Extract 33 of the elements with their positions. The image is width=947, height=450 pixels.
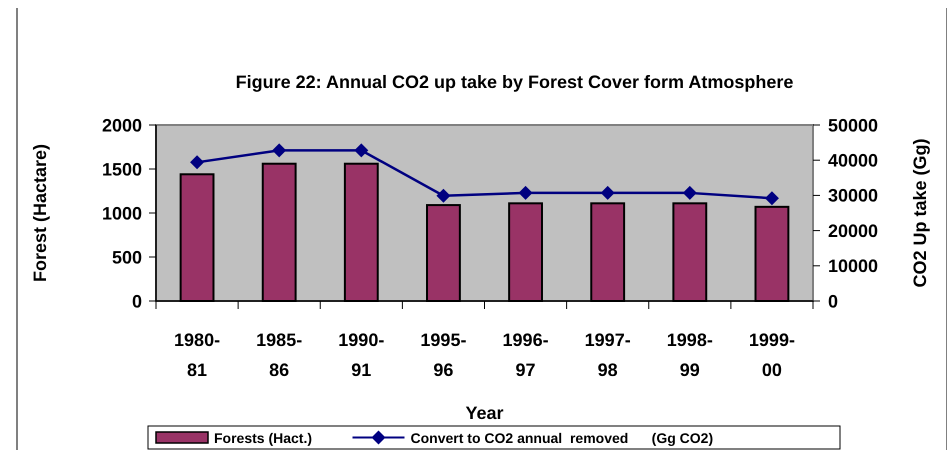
x-tick-label: 1998-99 [666, 330, 713, 380]
y-tick-label: 2000 [102, 115, 142, 136]
x-tick-label: 1985-86 [256, 330, 302, 380]
x-axis-title: Year [465, 403, 504, 423]
point [764, 191, 779, 206]
x-tick-label: 1997-98 [584, 330, 631, 380]
y2-axis-title: CO2 Up take (Gg) [910, 138, 930, 288]
point [354, 143, 368, 158]
point [682, 186, 697, 200]
legend-label: Forests (Hact.) [214, 430, 312, 446]
point [436, 188, 450, 203]
y2-tick-label: 40000 [828, 150, 878, 170]
x-tick-label: 1990-91 [338, 330, 384, 380]
y2-tick-label: 50000 [828, 115, 878, 136]
chart-title: Figure 22: Annual CO2 up take by Forest Cover form Atmosphere [236, 72, 794, 92]
y2-tick-label: 0 [828, 291, 838, 312]
y2-tick-label: 20000 [828, 220, 878, 241]
point [518, 186, 533, 200]
point [600, 186, 615, 200]
y-axis-title: Forest (Hactare) [30, 144, 50, 282]
x-tick-label: 1980-81 [174, 330, 220, 380]
y-tick-label: 0 [132, 291, 142, 312]
y-tick-label: 1000 [102, 203, 142, 224]
x-tick-label: 1995-96 [420, 330, 466, 380]
x-tick-label: 1999-00 [748, 330, 795, 380]
legend-label: Convert to CO2 annual removed (Gg CO2) [410, 430, 714, 446]
point [272, 143, 286, 158]
y2-tick-label: 30000 [828, 186, 878, 206]
y2-tick-label: 10000 [828, 256, 878, 276]
y-tick-label: 500 [112, 247, 142, 268]
y-tick-label: 1500 [102, 159, 142, 180]
x-tick-label: 1996-97 [502, 330, 549, 380]
point [190, 155, 204, 170]
